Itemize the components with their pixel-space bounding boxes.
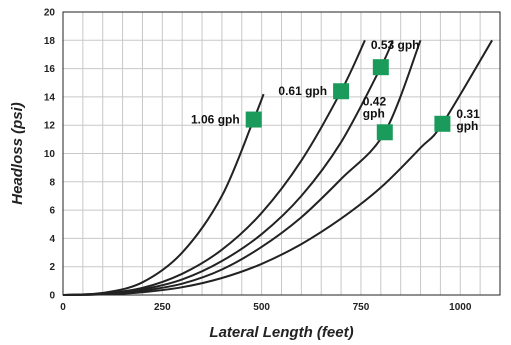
y-tick-label: 2 — [49, 262, 55, 273]
series-line — [62, 39, 366, 296]
series-label: 1.06 gph — [191, 113, 240, 127]
series-line — [62, 39, 493, 296]
x-tick-label: 0 — [60, 302, 66, 313]
x-axis-ticks: 0 250 500 750 1000 — [60, 302, 472, 313]
series-line — [62, 39, 394, 296]
x-tick-label: 500 — [253, 302, 270, 313]
series-marker — [434, 115, 451, 132]
y-tick-label: 20 — [44, 8, 56, 19]
y-tick-label: 4 — [49, 234, 55, 245]
series-label: 0.61 gph — [278, 84, 327, 98]
series-markers — [245, 59, 451, 141]
y-axis-label: Headloss (psi) — [9, 102, 26, 205]
series-marker — [333, 83, 350, 100]
y-axis-ticks: 0 2 4 6 8 10 12 14 16 18 20 — [44, 8, 56, 302]
x-tick-label: 250 — [154, 302, 171, 313]
series-label: 0.31 gph — [456, 107, 480, 133]
y-tick-label: 8 — [49, 177, 55, 188]
x-axis-label: Lateral Length (feet) — [209, 324, 353, 341]
plot-frame — [62, 11, 501, 296]
series-lines — [62, 39, 493, 296]
series-marker — [372, 59, 389, 76]
y-tick-label: 18 — [44, 36, 56, 47]
x-tick-label: 1000 — [449, 302, 472, 313]
y-tick-label: 14 — [44, 92, 56, 103]
x-tick-label: 750 — [353, 302, 370, 313]
y-tick-label: 0 — [49, 291, 55, 302]
series-label: 0.42 gph — [363, 94, 387, 120]
series-marker — [376, 124, 393, 141]
y-tick-label: 16 — [44, 64, 56, 75]
grid — [63, 11, 500, 296]
series-marker — [245, 111, 262, 128]
series-labels: 1.06 gph 0.61 gph 0.53 gph 0.42 gph 0.31 gph — [191, 38, 480, 133]
y-tick-label: 10 — [44, 149, 56, 160]
y-tick-label: 12 — [44, 121, 56, 132]
y-tick-label: 6 — [49, 206, 55, 217]
series-label: 0.53 gph — [371, 38, 420, 52]
